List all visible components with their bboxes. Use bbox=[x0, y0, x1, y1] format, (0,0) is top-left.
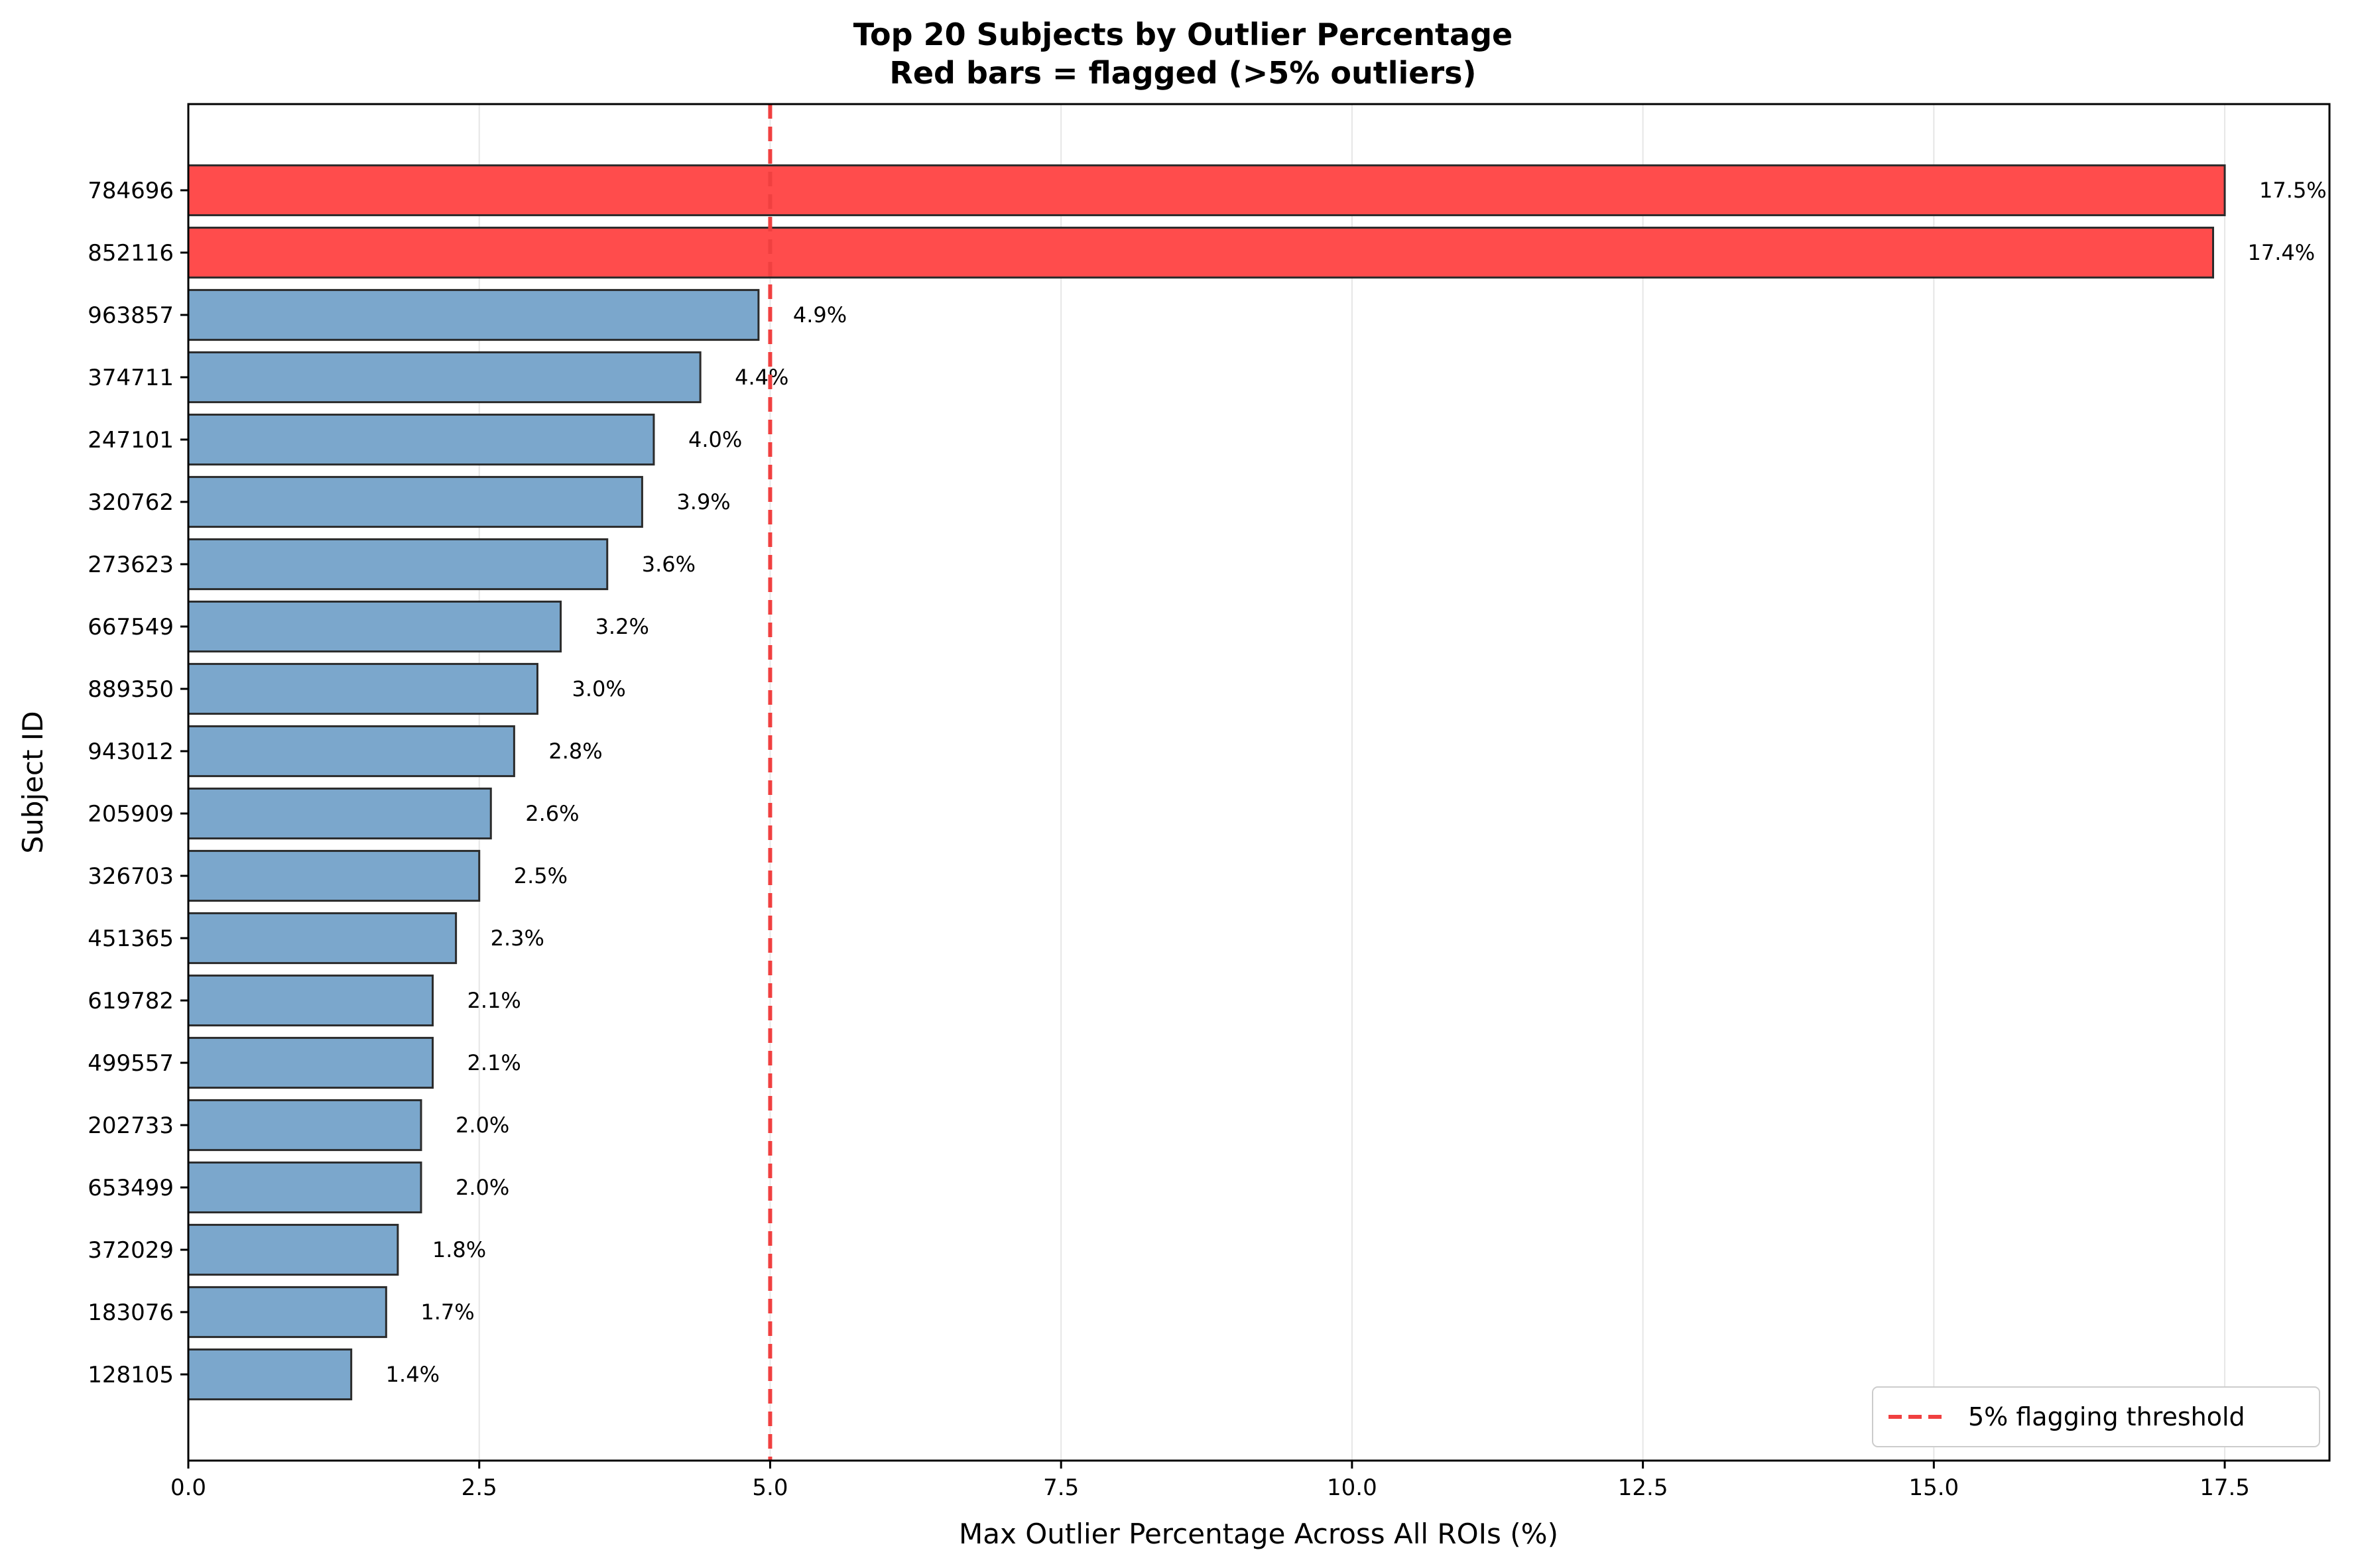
data-label-372029: 1.8% bbox=[432, 1237, 486, 1262]
data-label-963857: 4.9% bbox=[793, 302, 847, 328]
data-label-667549: 3.2% bbox=[595, 614, 649, 639]
data-label-128105: 1.4% bbox=[386, 1362, 440, 1387]
bar-183076 bbox=[187, 1286, 387, 1339]
y-tick-label-273623: 273623 bbox=[88, 552, 174, 578]
legend-box bbox=[1872, 1386, 2320, 1447]
bar-247101 bbox=[187, 413, 655, 466]
y-tick-label-183076: 183076 bbox=[88, 1299, 174, 1326]
bar-273623 bbox=[187, 538, 609, 591]
y-ticks: 784696 852116 963857 374711 247101 320762 2736… bbox=[88, 178, 188, 1388]
y-tick-label-374711: 374711 bbox=[88, 365, 174, 391]
plot-frame bbox=[187, 103, 2331, 1462]
x-tick-label: 2.5 bbox=[462, 1475, 497, 1501]
bar-372029 bbox=[187, 1223, 399, 1276]
data-label-784696: 17.5% bbox=[2259, 178, 2327, 203]
x-tick-label: 15.0 bbox=[1908, 1475, 1959, 1501]
bar-202733 bbox=[187, 1099, 422, 1152]
x-tick-label: 12.5 bbox=[1618, 1475, 1668, 1501]
data-label-205909: 2.6% bbox=[525, 801, 579, 826]
y-tick-label-784696: 784696 bbox=[88, 178, 174, 204]
y-tick-label-128105: 128105 bbox=[88, 1362, 174, 1388]
bar-205909 bbox=[187, 787, 492, 840]
bar-128105 bbox=[187, 1348, 353, 1401]
bar-889350 bbox=[187, 662, 538, 715]
label-layer: 17.5% 17.4% 4.9% 4.4% 4.0% 3.9% 3.6% 3.2% 3.0% 2.… bbox=[386, 178, 2327, 1387]
data-label-326703: 2.5% bbox=[514, 863, 568, 888]
x-tick-label: 17.5 bbox=[2199, 1475, 2250, 1501]
chart-title: Top 20 Subjects by Outlier Percentage bbox=[853, 17, 1513, 52]
x-tick-label: 0.0 bbox=[170, 1475, 206, 1501]
bar-layer bbox=[187, 164, 2226, 1401]
y-tick-label-202733: 202733 bbox=[88, 1113, 174, 1139]
bar-963857 bbox=[187, 288, 760, 341]
y-axis-label: Subject ID bbox=[17, 711, 49, 853]
data-label-653499: 2.0% bbox=[456, 1175, 509, 1200]
data-label-320762: 3.9% bbox=[676, 489, 730, 514]
data-label-451365: 2.3% bbox=[491, 926, 544, 951]
y-tick-label-943012: 943012 bbox=[88, 739, 174, 765]
data-label-619782: 2.1% bbox=[467, 988, 521, 1013]
bar-667549 bbox=[187, 600, 562, 653]
y-tick-label-451365: 451365 bbox=[88, 926, 174, 952]
bar-451365 bbox=[187, 912, 458, 965]
y-tick-label-320762: 320762 bbox=[88, 489, 174, 516]
bar-374711 bbox=[187, 351, 702, 404]
x-axis-label: Max Outlier Percentage Across All ROIs (… bbox=[959, 1518, 1558, 1550]
bar-619782 bbox=[187, 974, 434, 1027]
bar-326703 bbox=[187, 849, 481, 902]
x-tick-label: 5.0 bbox=[752, 1475, 788, 1501]
data-label-273623: 3.6% bbox=[642, 552, 696, 577]
bar-320762 bbox=[187, 475, 643, 528]
legend-label: 5% flagging threshold bbox=[1968, 1402, 2245, 1431]
y-tick-label-653499: 653499 bbox=[88, 1175, 174, 1201]
x-ticks: 0.0 2.5 5.0 7.5 10.0 12.5 15.0 17.5 bbox=[170, 1461, 2250, 1501]
bar-943012 bbox=[187, 725, 515, 778]
x-tick-label: 10.0 bbox=[1327, 1475, 1377, 1501]
data-label-852116: 17.4% bbox=[2248, 240, 2316, 265]
y-tick-label-326703: 326703 bbox=[88, 863, 174, 890]
data-label-202733: 2.0% bbox=[456, 1113, 509, 1138]
y-tick-label-963857: 963857 bbox=[88, 302, 174, 329]
y-tick-label-372029: 372029 bbox=[88, 1237, 174, 1264]
bar-784696 bbox=[187, 164, 2226, 217]
legend: 5% flagging threshold bbox=[1872, 1386, 2320, 1447]
y-tick-label-667549: 667549 bbox=[88, 614, 174, 640]
data-label-374711: 4.4% bbox=[735, 365, 788, 390]
chart-subtitle: Red bars = flagged (>5% outliers) bbox=[889, 55, 1476, 91]
y-tick-label-205909: 205909 bbox=[88, 801, 174, 827]
y-tick-label-852116: 852116 bbox=[88, 240, 174, 267]
data-label-889350: 3.0% bbox=[572, 676, 625, 701]
bar-852116 bbox=[187, 226, 2215, 279]
data-label-499557: 2.1% bbox=[467, 1050, 521, 1075]
y-tick-label-499557: 499557 bbox=[88, 1050, 174, 1077]
data-label-247101: 4.0% bbox=[688, 427, 742, 452]
data-label-943012: 2.8% bbox=[548, 739, 602, 764]
y-tick-label-247101: 247101 bbox=[88, 427, 174, 453]
bar-499557 bbox=[187, 1036, 434, 1089]
bar-653499 bbox=[187, 1161, 422, 1214]
x-tick-label: 7.5 bbox=[1043, 1475, 1079, 1501]
data-label-183076: 1.7% bbox=[420, 1299, 474, 1325]
y-tick-label-619782: 619782 bbox=[88, 988, 174, 1014]
y-tick-label-889350: 889350 bbox=[88, 676, 174, 703]
